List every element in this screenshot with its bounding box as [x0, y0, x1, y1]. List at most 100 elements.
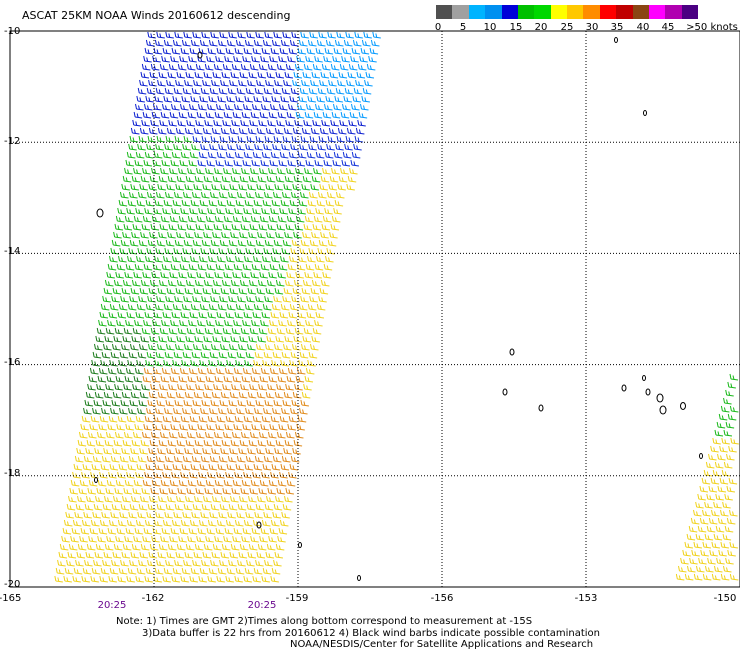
wind-barb: [181, 567, 191, 575]
wind-barb: [236, 87, 246, 95]
wind-barb: [167, 231, 176, 239]
wind-barb: [250, 111, 260, 119]
wind-barb: [359, 55, 368, 63]
wind-barb: [221, 439, 231, 447]
wind-barb: [722, 565, 732, 573]
wind-barb: [142, 167, 151, 175]
wind-barb: [303, 63, 313, 71]
wind-barb: [191, 191, 201, 199]
wind-barb: [292, 447, 301, 455]
wind-barb: [192, 239, 202, 247]
wind-barb: [138, 135, 148, 143]
wind-barb: [239, 439, 249, 447]
wind-barb: [193, 183, 202, 191]
wind-barb: [137, 143, 146, 151]
wind-barb: [254, 455, 264, 463]
legend-swatch-8: [567, 5, 584, 19]
wind-barb: [209, 455, 219, 463]
wind-barb: [182, 87, 192, 95]
wind-barb: [113, 279, 123, 287]
wind-barb: [292, 287, 302, 295]
wind-barb: [335, 191, 345, 199]
wind-barb: [138, 559, 147, 567]
legend-label-0: 0: [434, 22, 442, 33]
wind-barb: [272, 511, 281, 519]
wind-barb: [196, 111, 206, 119]
wind-barb: [208, 39, 218, 47]
wind-barb: [152, 367, 162, 375]
wind-barb: [680, 557, 689, 565]
wind-barb: [118, 359, 127, 367]
wind-barb: [175, 287, 185, 295]
wind-barb: [267, 63, 277, 71]
wind-barb: [109, 463, 119, 471]
wind-barb: [713, 533, 723, 541]
wind-barb: [280, 359, 289, 367]
wind-barb: [255, 31, 264, 39]
wind-barb: [239, 335, 248, 343]
wind-barb: [117, 311, 127, 319]
wind-barb: [266, 335, 275, 343]
wind-barb: [316, 199, 326, 207]
legend-color-bar: [436, 5, 698, 19]
wind-barb: [248, 175, 258, 183]
wind-barb: [126, 207, 135, 215]
wind-barb: [209, 87, 219, 95]
wind-barb: [212, 71, 222, 79]
wind-barb: [212, 495, 221, 503]
wind-barb: [130, 391, 140, 399]
wind-barb: [161, 527, 171, 535]
wind-barb: [118, 567, 128, 575]
wind-barb: [162, 471, 171, 479]
wind-barb: [159, 63, 169, 71]
wind-barb: [241, 535, 250, 543]
wind-barb: [168, 119, 177, 127]
wind-barb: [163, 39, 173, 47]
wind-barb: [100, 567, 110, 575]
wind-barb: [293, 439, 303, 447]
wind-barb: [184, 551, 194, 559]
wind-barb: [213, 63, 223, 71]
wind-barb: [133, 375, 143, 383]
wind-barb: [188, 159, 198, 167]
wind-barb: [87, 487, 96, 495]
wind-barb: [176, 71, 186, 79]
wind-barb: [313, 215, 323, 223]
wind-barb: [315, 311, 325, 319]
wind-barb: [109, 359, 118, 367]
wind-barb: [217, 95, 226, 103]
wind-barb: [155, 87, 165, 95]
wind-barb: [173, 87, 183, 95]
wind-barb: [312, 327, 322, 335]
wind-barb: [211, 343, 220, 351]
wind-barb: [329, 71, 339, 79]
wind-barb: [181, 303, 191, 311]
wind-barb: [295, 111, 305, 119]
wind-barb: [311, 71, 321, 79]
wind-barb: [158, 279, 168, 287]
wind-barb: [252, 415, 262, 423]
wind-barb: [180, 415, 190, 423]
wind-barb: [176, 335, 185, 343]
wind-barb: [355, 79, 364, 87]
wind-barb: [322, 167, 331, 175]
map-title: ASCAT 25KM NOAA Winds 20160612 descendin…: [22, 9, 291, 22]
wind-barb: [236, 455, 246, 463]
wind-barb: [69, 487, 78, 495]
wind-barb: [286, 375, 296, 383]
wind-barb: [231, 383, 240, 391]
wind-barb: [356, 71, 366, 79]
wind-barb: [173, 511, 182, 519]
wind-barb: [283, 343, 292, 351]
wind-barb: [93, 559, 102, 567]
wind-barb: [329, 175, 339, 183]
wind-barb: [697, 493, 706, 501]
wind-barb: [353, 143, 362, 151]
wind-barb: [239, 71, 249, 79]
wind-barb: [177, 223, 187, 231]
wind-barb: [278, 263, 288, 271]
wind-barb: [730, 437, 739, 445]
wind-barb: [351, 151, 361, 159]
wind-barb: [88, 375, 98, 383]
wind-barb: [110, 407, 119, 415]
